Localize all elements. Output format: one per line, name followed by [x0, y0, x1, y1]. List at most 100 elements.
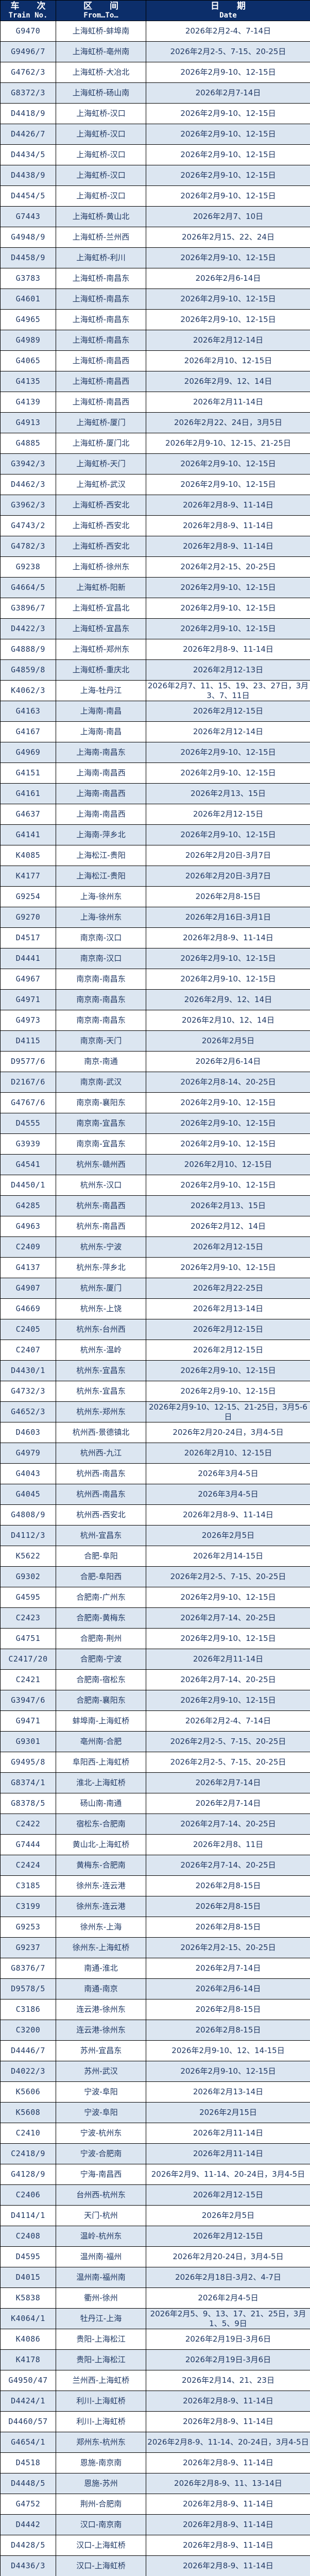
date-cell: 2026年2月9-10、12-15日: [146, 1381, 310, 1402]
route-cell: 牡丹江-上海: [56, 2308, 146, 2329]
train-no-cell: G9253: [0, 1917, 56, 1938]
route-cell: 合肥南-宿松东: [56, 1669, 146, 1690]
route-cell: 徐州东-上海: [56, 1917, 146, 1938]
route-cell: 南通-淮北: [56, 1958, 146, 1979]
train-no-cell: G4950/47: [0, 2370, 56, 2391]
date-cell: 2026年2月9-10、12-15日: [146, 144, 310, 165]
table-row: G4654/1 郑州东-杭州东 2026年2月8-9、11-14、20-24日，…: [0, 2432, 310, 2453]
train-no-cell: C3200: [0, 2020, 56, 2041]
date-cell: 2026年2月2-5、7-15、20-25日: [146, 1731, 310, 1752]
header-date-cn: 日 期: [211, 1, 246, 11]
route-cell: 合肥-阜阳西: [56, 1566, 146, 1587]
train-no-cell: D4426/7: [0, 124, 56, 145]
train-no-cell: G4907: [0, 1278, 56, 1299]
train-no-cell: D4603: [0, 1422, 56, 1443]
date-cell: 2026年2月8-9、11-14、20-24日，3月4-5日: [146, 2432, 310, 2453]
route-cell: 上海虹桥-阳新: [56, 577, 146, 598]
route-cell: 南京南-汉口: [56, 948, 146, 969]
train-no-cell: C2424: [0, 1855, 56, 1876]
date-cell: 2026年2月8-9、11-14日: [146, 2452, 310, 2473]
train-no-cell: G9471: [0, 1710, 56, 1732]
date-cell: 2026年2月13、15日: [146, 1195, 310, 1216]
date-cell: 2026年2月9-10、12-15日: [146, 474, 310, 495]
table-row: G4137 杭州东-萍乡北 2026年2月9-10、12-15日: [0, 1257, 310, 1278]
train-no-cell: C2406: [0, 2184, 56, 2206]
table-row: G4752 荆州-合肥南 2026年2月8-9、11-14日: [0, 2494, 310, 2515]
date-cell: 2026年2月11-14日: [146, 2123, 310, 2144]
date-cell: 2026年2月13、15日: [146, 783, 310, 804]
date-cell: 2026年2月2-4、7-14日: [146, 21, 310, 42]
date-cell: 2026年2月9-10、12-15、21-25日: [146, 433, 310, 454]
table-row: G4913 上海虹桥-厦门 2026年2月22、24日，3月5日: [0, 412, 310, 433]
route-cell: 郑州东-杭州东: [56, 2432, 146, 2453]
route-cell: 上海虹桥-汉口: [56, 165, 146, 186]
date-cell: 2026年2月9-10、12-15日: [146, 598, 310, 619]
train-no-cell: G3783: [0, 268, 56, 289]
route-cell: 上海虹桥-蚌埠南: [56, 21, 146, 42]
header-row: 车 次 Train No. 区 间 From…To… 日 期 Date: [0, 0, 310, 21]
table-row: G3942/3 上海虹桥-天门 2026年2月9-10、12-15日: [0, 453, 310, 474]
table-row: G4595 合肥南-广州东 2026年2月9-10、12-15日: [0, 1587, 310, 1608]
train-no-cell: G7444: [0, 1834, 56, 1855]
date-cell: 2026年2月9-10、12-15日: [146, 1257, 310, 1278]
table-row: G4601 上海虹桥-南昌东 2026年2月9-10、12-15日: [0, 289, 310, 310]
table-row: G9254 上海-徐州东 2026年2月8-15日: [0, 886, 310, 907]
date-cell: 2026年2月8-9、11-14日: [146, 495, 310, 516]
table-row: D4595 温州南-福州 2026年2月20-24日，3月4-5日: [0, 2246, 310, 2267]
table-row: G4167 上海南-南昌 2026年2月12-14日: [0, 721, 310, 742]
date-cell: 2026年2月12-14日: [146, 721, 310, 742]
table-row: G3939 南京南-宜昌东 2026年2月9-10、12-15日: [0, 1133, 310, 1155]
route-cell: 淮北-上海虹桥: [56, 1772, 146, 1793]
train-no-cell: G4167: [0, 721, 56, 742]
route-cell: 杭州西-西安北: [56, 1504, 146, 1526]
route-cell: 上海-徐州东: [56, 886, 146, 907]
train-no-cell: C3186: [0, 1999, 56, 2020]
table-row: G3947/6 合肥南-襄阳东 2026年2月9-10、12-15日: [0, 1690, 310, 1711]
table-row: G4045 杭州西-南昌东 2026年3月4-5日: [0, 1484, 310, 1505]
train-no-cell: K4062/3: [0, 680, 56, 701]
route-cell: 上海虹桥-南昌东: [56, 289, 146, 310]
route-cell: 杭州西-九江: [56, 1443, 146, 1464]
train-no-cell: G4601: [0, 289, 56, 310]
header-train-no-cn: 车 次: [10, 1, 46, 11]
train-no-cell: C2405: [0, 1319, 56, 1340]
route-cell: 上海虹桥-天门: [56, 453, 146, 474]
date-cell: 2026年2月9-10、12-15日: [146, 969, 310, 990]
table-row: D4458/9 上海虹桥-利川 2026年2月9-10、12-15日: [0, 247, 310, 268]
train-no-cell: K4085: [0, 845, 56, 866]
train-no-cell: K4177: [0, 866, 56, 887]
train-no-cell: C3199: [0, 1896, 56, 1917]
table-row: G4128/9 宁海-南昌西 2026年2月9、11-14、20-24日，3月4…: [0, 2164, 310, 2185]
train-no-cell: D4446/7: [0, 2040, 56, 2061]
train-no-cell: G8374/1: [0, 1772, 56, 1793]
train-no-cell: G4637: [0, 804, 56, 825]
train-no-cell: D4022/3: [0, 2061, 56, 2082]
date-cell: 2026年2月9-10、12-15日: [146, 1587, 310, 1608]
route-cell: 恩施-苏州: [56, 2473, 146, 2494]
table-row: G4967 南京南-南昌东 2026年2月9-10、12-15日: [0, 969, 310, 990]
table-row: K5606 宁波-阜阳 2026年2月13-14日: [0, 2081, 310, 2103]
date-cell: 2026年2月7-14、20-25日: [146, 1855, 310, 1876]
route-cell: 杭州东-上饶: [56, 1298, 146, 1319]
route-cell: 杭州东-郑州东: [56, 1401, 146, 1422]
train-no-cell: G4139: [0, 392, 56, 413]
table-row: G4963 杭州东-南昌西 2026年2月12、14日: [0, 1216, 310, 1237]
route-cell: 苏州-宜昌东: [56, 2040, 146, 2061]
date-cell: 2026年2月10、12、14日: [146, 1010, 310, 1031]
route-cell: 上海虹桥-西安北: [56, 515, 146, 536]
date-cell: 2026年2月8-9、11-14日: [146, 2555, 310, 2576]
train-no-cell: G4045: [0, 1484, 56, 1505]
route-cell: 南京南-武汉: [56, 1072, 146, 1093]
train-no-cell: D4458/9: [0, 247, 56, 268]
train-no-cell: G8372/3: [0, 82, 56, 104]
train-no-cell: G4151: [0, 762, 56, 784]
train-no-cell: G4767/6: [0, 1092, 56, 1113]
route-cell: 徐州东-连云港: [56, 1875, 146, 1896]
date-cell: 2026年2月5日: [146, 2205, 310, 2226]
table-row: D4436/3 汉口-上海虹桥 2026年2月8-9、11-14日: [0, 2555, 310, 2576]
table-row: K5608 宁波-阜阳 2026年2月15日: [0, 2102, 310, 2123]
train-no-cell: G4969: [0, 742, 56, 763]
date-cell: 2026年2月14-15日: [146, 1546, 310, 1567]
table-header: 车 次 Train No. 区 间 From…To… 日 期 Date: [0, 0, 310, 21]
table-row: G4973 南京南-南昌东 2026年2月10、12、14日: [0, 1010, 310, 1031]
